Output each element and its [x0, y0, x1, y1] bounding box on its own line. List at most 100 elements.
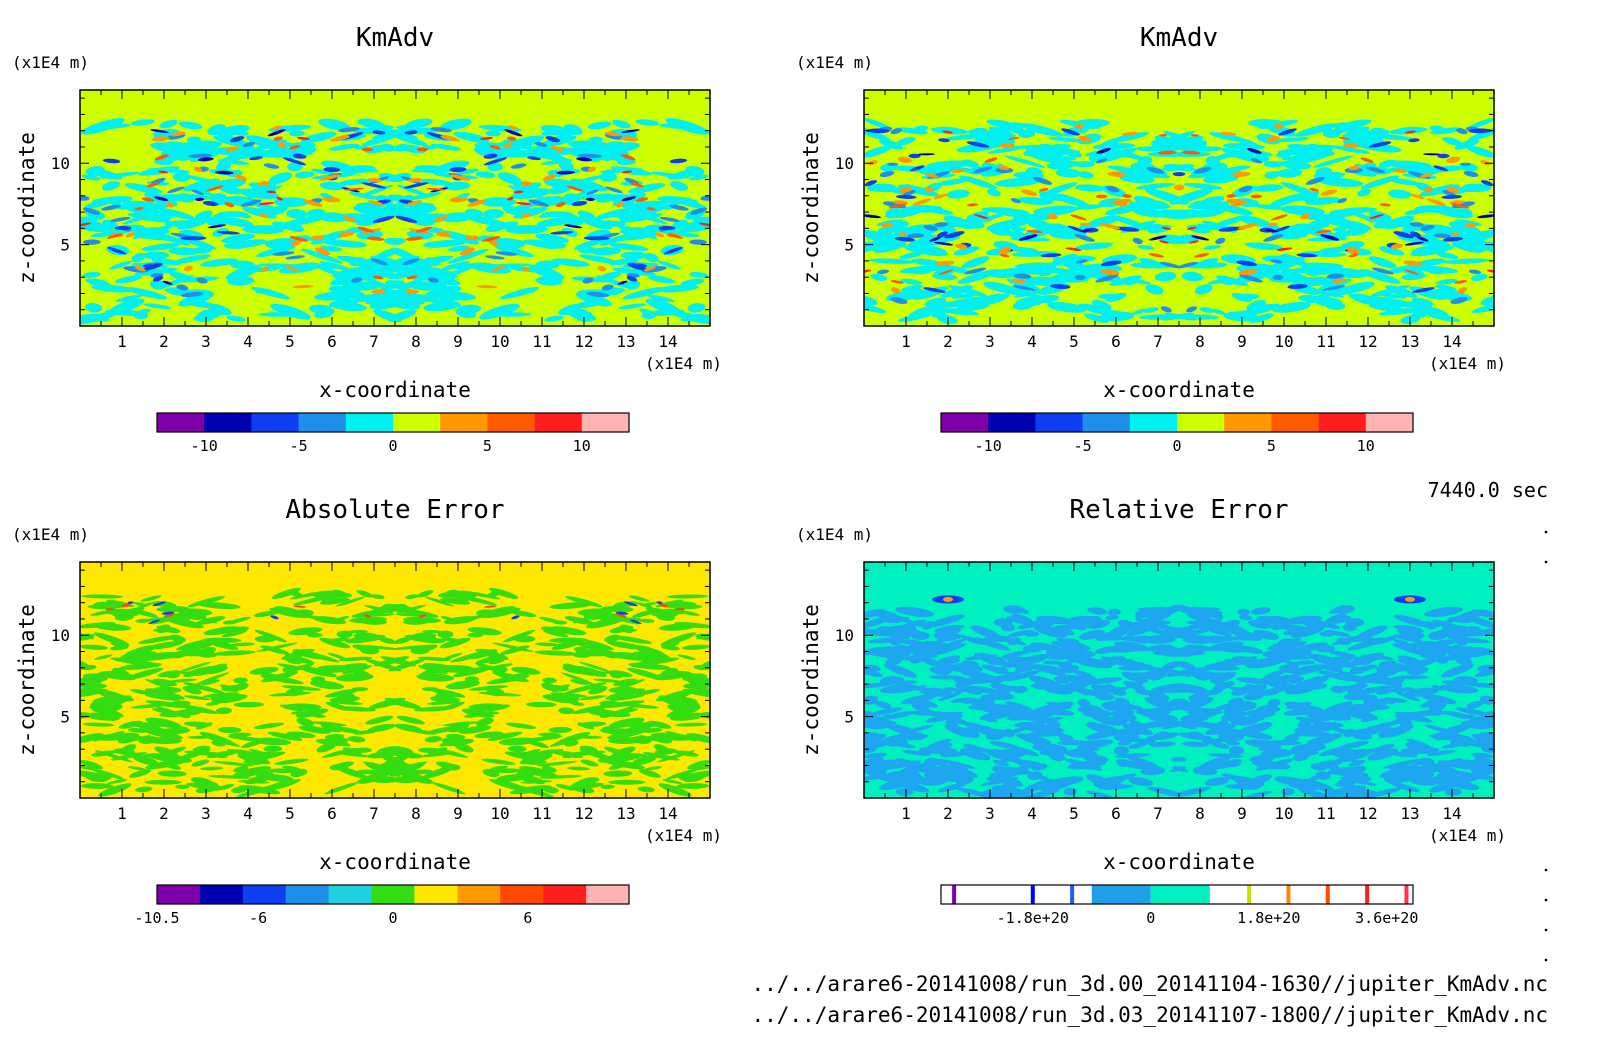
colorbar-segment: [345, 413, 394, 432]
x-tick-label: 14: [1442, 332, 1461, 351]
colorbar-segment: [414, 885, 458, 904]
colorbar-segment: [500, 885, 544, 904]
x-tick-label: 3: [985, 804, 995, 823]
x-axis-label: x-coordinate: [319, 850, 471, 874]
x-tick-label: 2: [159, 804, 169, 823]
colorbar-tick-label: -5: [1074, 437, 1092, 455]
colorbar-segment: [393, 413, 441, 432]
y-tick-label: 5: [60, 236, 70, 255]
colorbar-tick-label: 1.8e+20: [1237, 909, 1300, 927]
x-tick-label: 1: [901, 332, 911, 351]
x-tick-label: 3: [985, 332, 995, 351]
colorbar-tick-label: -10: [975, 437, 1002, 455]
colorbar-segment: [242, 885, 287, 904]
x-tick-label: 8: [1195, 804, 1205, 823]
chart-panel-3: Absolute Error(x1E4 m)1 2 3 4 5 6 7 8 9 10 11 12 13 1…: [12, 495, 722, 927]
colorbar-segment: [440, 413, 488, 432]
chart-title: KmAdv: [1140, 23, 1218, 53]
x-tick-label: 9: [453, 804, 463, 823]
colorbar-segment: [1129, 413, 1178, 432]
colorbar-segment: [487, 413, 536, 432]
x-tick-label: 2: [943, 332, 953, 351]
colorbar-segment: [586, 885, 630, 904]
colorbar-tick-label: -6: [249, 909, 267, 927]
colorbar-segment: [251, 413, 300, 432]
field-area: [864, 90, 1494, 326]
colorbar-segment: [581, 413, 630, 432]
y-tick-label: 10: [51, 626, 70, 645]
colorbar: -10 -5 0 5 10: [156, 412, 630, 455]
x-tick-label: 13: [1400, 804, 1419, 823]
colorbar-tick-label: 3.6e+20: [1355, 909, 1418, 927]
x-tick-label: 12: [574, 804, 593, 823]
x-tick-label: 7: [1153, 804, 1163, 823]
y-axis-label: z-coordinate: [799, 604, 823, 756]
colorbar-segment: [1365, 413, 1414, 432]
field-area: [80, 90, 710, 326]
x-tick-label: 8: [411, 804, 421, 823]
colorbar-segment: [199, 885, 244, 904]
x-unit-label: (x1E4 m): [1429, 826, 1506, 845]
x-tick-label: 5: [1069, 804, 1079, 823]
chart-panel-2: KmAdv(x1E4 m)1 2 3 4 5 6 7 8 9 10 11 12 13 14510(x1E4…: [796, 23, 1506, 455]
x-tick-label: 7: [369, 804, 379, 823]
x-tick-label: 13: [616, 332, 635, 351]
x-tick-label: 14: [658, 804, 677, 823]
colorbar-tick-label: 10: [1357, 437, 1375, 455]
y-tick-label: 10: [835, 626, 854, 645]
y-unit-label: (x1E4 m): [12, 525, 89, 544]
colorbar-segment: [1404, 885, 1409, 904]
x-tick-label: 13: [1400, 332, 1419, 351]
colorbar-segment: [1030, 885, 1035, 904]
x-unit-label: (x1E4 m): [645, 354, 722, 373]
x-tick-label: 3: [201, 804, 211, 823]
x-unit-label: (x1E4 m): [645, 826, 722, 845]
x-tick-label: 4: [1027, 332, 1037, 351]
colorbar-segment: [157, 885, 201, 904]
colorbar-tick-label: -10: [191, 437, 218, 455]
x-tick-label: 1: [901, 804, 911, 823]
x-tick-label: 12: [574, 332, 593, 351]
x-tick-label: 7: [369, 332, 379, 351]
colorbar: -1.8e+20 0 1.8e+20 3.6e+20: [940, 884, 1418, 927]
x-tick-label: 2: [943, 804, 953, 823]
x-axis-label: x-coordinate: [1103, 850, 1255, 874]
y-tick-label: 5: [60, 708, 70, 727]
x-tick-label: 11: [532, 804, 551, 823]
x-tick-label: 8: [411, 332, 421, 351]
colorbar-segment: [1286, 885, 1291, 904]
y-tick-label: 10: [51, 154, 70, 173]
colorbar-tick-label: -5: [290, 437, 308, 455]
colorbar-segment: [298, 413, 347, 432]
colorbar-segment: [371, 885, 415, 904]
colorbar-segment: [328, 885, 373, 904]
x-tick-label: 11: [1316, 332, 1335, 351]
field-area: [864, 562, 1494, 798]
x-tick-label: 5: [285, 804, 295, 823]
x-tick-label: 1: [117, 804, 127, 823]
x-tick-label: 14: [1442, 804, 1461, 823]
x-tick-label: 1: [117, 332, 127, 351]
x-tick-label: 6: [1111, 332, 1121, 351]
y-tick-label: 5: [844, 708, 854, 727]
x-tick-label: 4: [243, 332, 253, 351]
x-tick-label: 9: [1237, 804, 1247, 823]
colorbar-tick-label: 5: [483, 437, 492, 455]
y-axis-label: z-coordinate: [15, 132, 39, 284]
x-tick-label: 11: [1316, 804, 1335, 823]
colorbar: -10 -5 0 5 10: [940, 412, 1414, 455]
time-label: 7440.0 sec: [1428, 478, 1548, 502]
x-tick-label: 8: [1195, 332, 1205, 351]
colorbar-tick-label: 0: [388, 909, 397, 927]
colorbar-segment: [1247, 885, 1252, 904]
x-tick-label: 14: [658, 332, 677, 351]
x-tick-label: 10: [1274, 804, 1293, 823]
colorbar-segment: [204, 413, 252, 432]
x-tick-label: 10: [1274, 332, 1293, 351]
x-tick-label: 6: [327, 804, 337, 823]
colorbar-segment: [157, 413, 205, 432]
x-tick-label: 2: [159, 332, 169, 351]
colorbar-segment: [1082, 413, 1131, 432]
colorbar-segment: [1150, 885, 1210, 904]
